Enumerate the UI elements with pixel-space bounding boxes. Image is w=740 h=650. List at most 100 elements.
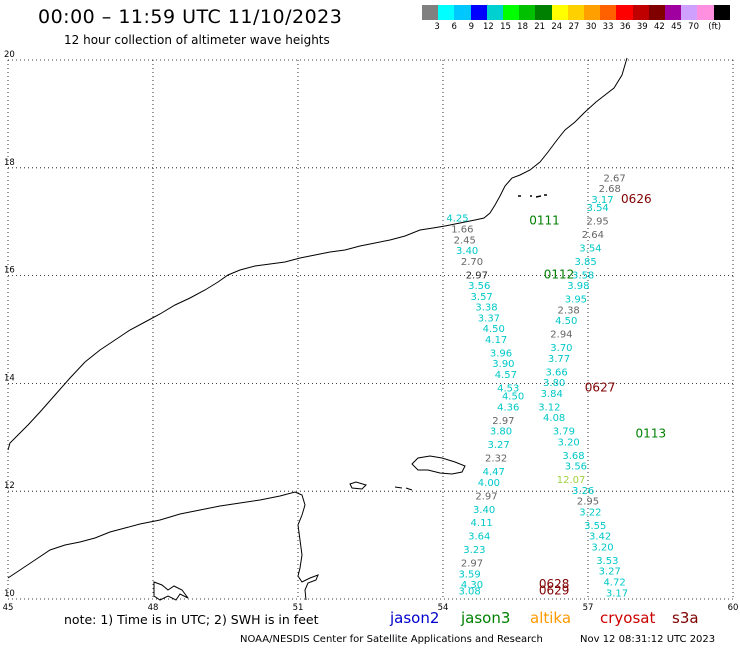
wave-height-value: 4.50 bbox=[483, 324, 505, 335]
units-note: note: 1) Time is in UTC; 2) SWH is in fe… bbox=[64, 612, 319, 627]
timestamp-text: Nov 12 08:31:12 UTC 2023 bbox=[580, 634, 716, 645]
axis-labels: 20 18 16 14 12 10 45 48 51 54 57 60 bbox=[3, 50, 739, 613]
longitude-label: 57 bbox=[583, 603, 594, 613]
pass-number-label: 0112 bbox=[544, 267, 575, 281]
wave-height-value: 3.70 bbox=[550, 343, 572, 354]
color-scale-label: 12 bbox=[482, 22, 494, 32]
page-subtitle: 12 hour collection of altimeter wave hei… bbox=[64, 33, 330, 47]
color-scale-label: 42 bbox=[653, 22, 665, 32]
pass-number-label: 0111 bbox=[529, 213, 560, 227]
latitude-label: 14 bbox=[4, 373, 15, 383]
wave-height-value: 2.32 bbox=[485, 454, 507, 465]
wave-height-value: 3.38 bbox=[475, 303, 497, 314]
coastline bbox=[7, 57, 628, 601]
color-scale-label: 70 bbox=[688, 22, 700, 32]
pass-number-label: 0113 bbox=[636, 426, 667, 440]
color-scale-label: 39 bbox=[636, 22, 648, 32]
color-scale-label: 3 bbox=[434, 22, 440, 32]
wave-height-value: 3.37 bbox=[478, 313, 500, 324]
wave-height-value: 3.08 bbox=[458, 587, 480, 598]
wave-height-value: 3.55 bbox=[584, 521, 606, 532]
pass-number-label: 0627 bbox=[585, 380, 616, 394]
color-scale-swatch bbox=[454, 5, 471, 20]
color-scale-swatch bbox=[648, 5, 666, 20]
color-scale-swatch bbox=[503, 5, 520, 20]
color-scale-label: 33 bbox=[602, 22, 614, 32]
color-scale-swatch bbox=[519, 5, 536, 20]
wave-height-value: 3.98 bbox=[567, 281, 589, 292]
latitude-label: 18 bbox=[4, 158, 15, 168]
wave-height-value: 2.95 bbox=[577, 497, 599, 508]
wave-height-value: 4.17 bbox=[485, 335, 507, 346]
wave-height-value: 1.66 bbox=[451, 224, 473, 235]
page-title: 00:00 – 11:59 UTC 11/10/2023 bbox=[38, 6, 343, 28]
pass-number-label: 0628 bbox=[539, 577, 570, 591]
color-scale-label: 9 bbox=[468, 22, 475, 32]
wave-height-value: 3.17 bbox=[591, 195, 613, 206]
wave-height-value: 3.84 bbox=[541, 389, 563, 400]
color-scale-swatch bbox=[616, 5, 633, 20]
wave-height-value: 2.68 bbox=[599, 184, 621, 195]
mission-legend-item: s3a bbox=[672, 609, 699, 627]
color-scale-swatch bbox=[551, 5, 568, 20]
color-scale-label: 36 bbox=[619, 22, 631, 32]
color-scale-swatch bbox=[486, 5, 504, 20]
wave-height-value: 2.94 bbox=[550, 330, 572, 341]
wave-height-value: 2.64 bbox=[582, 230, 604, 241]
wave-height-value: 3.56 bbox=[565, 462, 587, 473]
wave-height-value: 3.66 bbox=[545, 367, 567, 378]
latitude-label: 10 bbox=[4, 589, 15, 599]
wave-height-value: 3.53 bbox=[596, 556, 618, 567]
longitude-label: 48 bbox=[148, 603, 159, 613]
wave-height-value: 3.27 bbox=[599, 567, 621, 578]
color-scale-label: 27 bbox=[568, 22, 580, 32]
wave-height-value: 3.40 bbox=[456, 246, 478, 257]
wave-height-value: 12.07 bbox=[557, 475, 586, 486]
mission-legend-item: altika bbox=[530, 609, 572, 627]
wave-height-value: 3.12 bbox=[538, 402, 560, 413]
wave-height-value: 2.38 bbox=[558, 305, 580, 316]
wave-height-value: 3.57 bbox=[471, 292, 493, 303]
color-scale-bar bbox=[422, 5, 730, 20]
wave-height-value: 3.80 bbox=[543, 378, 565, 389]
color-scale-label: 21 bbox=[534, 22, 546, 32]
longitude-label: 51 bbox=[293, 603, 304, 613]
color-scale-swatch bbox=[438, 5, 455, 20]
wave-height-value: 3.27 bbox=[487, 440, 509, 451]
wave-height-value: 4.57 bbox=[495, 370, 517, 381]
wave-height-value: 2.97 bbox=[492, 416, 514, 427]
wave-height-value: 3.42 bbox=[589, 532, 611, 543]
color-scale-swatch bbox=[567, 5, 585, 20]
pass-number-label: 0629 bbox=[539, 584, 570, 598]
wave-height-value: 4.00 bbox=[478, 478, 500, 489]
color-scale-label: 30 bbox=[585, 22, 597, 32]
color-scale-swatch bbox=[600, 5, 617, 20]
latitude-label: 12 bbox=[4, 481, 15, 491]
wave-height-value: 2.45 bbox=[454, 235, 476, 246]
color-scale-swatch bbox=[713, 5, 730, 20]
wave-height-value: 4.47 bbox=[483, 467, 505, 478]
wave-height-value: 2.97 bbox=[466, 270, 488, 281]
wave-height-value: 3.79 bbox=[553, 427, 575, 438]
wave-height-value: 3.64 bbox=[468, 532, 490, 543]
wave-height-value: 2.67 bbox=[603, 173, 625, 184]
wave-height-value: 4.53 bbox=[497, 383, 519, 394]
mission-legend-item: jason2 bbox=[390, 609, 440, 627]
wave-height-value: 3.68 bbox=[562, 451, 584, 462]
credit-text: NOAA/NESDIS Center for Satellite Applica… bbox=[240, 634, 543, 645]
wave-height-value: 4.11 bbox=[471, 518, 493, 529]
color-scale-swatch bbox=[697, 5, 714, 20]
color-scale-label: (ft) bbox=[708, 22, 722, 32]
wave-height-value: 3.58 bbox=[572, 270, 594, 281]
mission-legend-item: jason3 bbox=[461, 609, 511, 627]
wave-height-value: 3.96 bbox=[490, 348, 512, 359]
wave-height-observations: 2.672.683.173.542.952.643.543.853.583.98… bbox=[446, 173, 628, 599]
wave-height-value: 3.40 bbox=[473, 505, 495, 516]
latitude-label: 16 bbox=[4, 266, 15, 276]
wave-height-value: 3.56 bbox=[468, 281, 490, 292]
wave-height-value: 2.97 bbox=[461, 559, 483, 570]
color-scale-label: 45 bbox=[671, 22, 682, 32]
color-scale-swatch bbox=[681, 5, 698, 20]
